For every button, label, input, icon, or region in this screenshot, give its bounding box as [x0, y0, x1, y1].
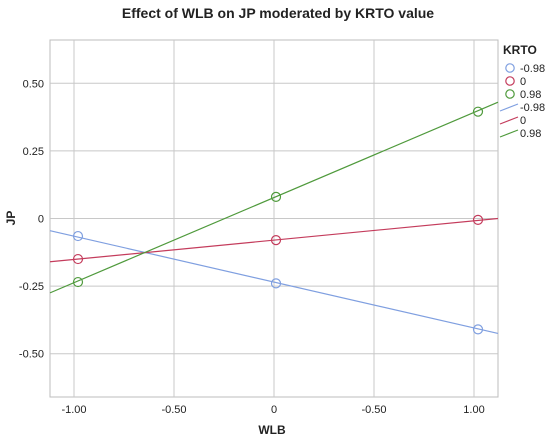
x-tick-label: -1.00	[61, 404, 86, 416]
series	[49, 214, 499, 265]
data-point	[72, 276, 84, 288]
x-tick-label: 0	[271, 404, 277, 416]
x-axis-title: WLB	[258, 423, 286, 437]
series	[49, 230, 499, 335]
y-tick-label: -0.50	[19, 349, 44, 361]
legend-marker	[505, 63, 515, 73]
legend-marker	[505, 89, 515, 99]
data-point	[72, 230, 84, 242]
legend-marker	[505, 76, 515, 86]
data-point	[472, 214, 484, 225]
y-tick-label: -0.25	[19, 281, 44, 293]
data-point	[270, 278, 282, 289]
y-axis-title: JP	[4, 211, 18, 226]
series-layer	[49, 101, 499, 335]
legend-line	[499, 129, 519, 138]
x-ticks: -1.00 -0.50 0 -0.50 1.00	[61, 404, 484, 416]
data-point	[270, 235, 282, 246]
y-ticks: 0.50 0.25 0 -0.25 -0.50	[19, 78, 44, 360]
y-tick-label: 0.50	[23, 78, 44, 90]
series-line	[49, 101, 499, 294]
x-tick-label: -0.50	[361, 404, 386, 416]
y-tick-label: 0.25	[23, 146, 44, 158]
legend-marker-label: 0.98	[520, 89, 541, 101]
data-point	[472, 106, 484, 117]
data-point	[72, 253, 84, 265]
x-tick-label: 1.00	[463, 404, 484, 416]
legend-line	[499, 116, 519, 125]
grid	[50, 40, 498, 397]
legend-line-label: -0.98	[520, 102, 545, 114]
legend-line-label: 0	[520, 115, 526, 127]
legend-marker-label: 0	[520, 76, 526, 88]
legend-marker-label: -0.98	[520, 63, 545, 75]
chart-title: Effect of WLB on JP moderated by KRTO va…	[122, 5, 434, 21]
legend-line-label: 0.98	[520, 128, 541, 140]
data-point	[270, 191, 282, 202]
series-line	[49, 230, 499, 335]
y-tick-label: 0	[38, 214, 44, 226]
data-point	[472, 324, 484, 335]
legend-title: KRTO	[503, 43, 537, 57]
series	[49, 101, 499, 294]
legend-line	[499, 103, 519, 112]
x-tick-label: -0.50	[161, 404, 186, 416]
series-line	[49, 217, 499, 263]
